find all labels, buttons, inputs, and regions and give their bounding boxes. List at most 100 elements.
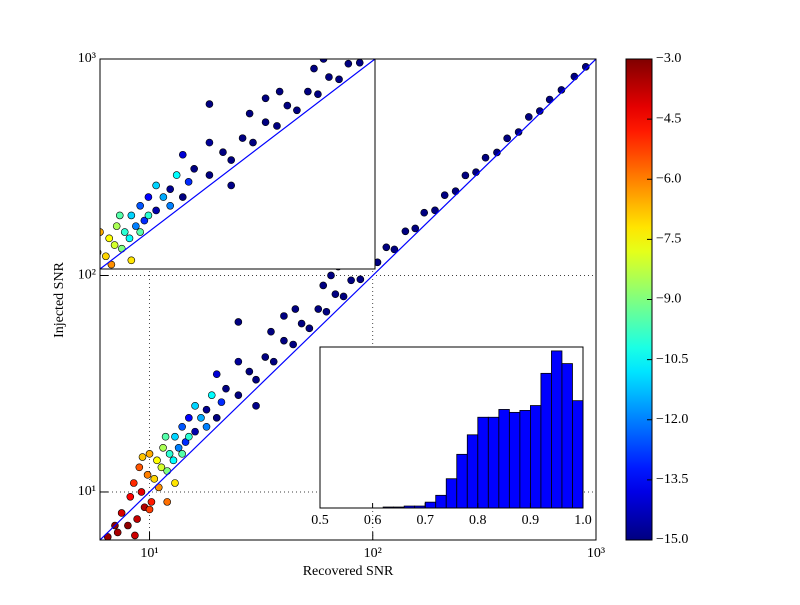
point — [191, 427, 199, 436]
hist-bar — [487, 416, 500, 509]
point — [305, 324, 314, 333]
point — [137, 488, 146, 496]
point — [136, 228, 144, 236]
hist-bar — [572, 400, 584, 509]
point — [319, 281, 328, 290]
point — [411, 224, 420, 233]
point — [154, 483, 163, 492]
point — [481, 153, 490, 162]
point — [190, 165, 198, 173]
hist-bar — [435, 494, 447, 509]
point — [570, 72, 579, 81]
diagonal-line — [100, 59, 596, 540]
point — [356, 275, 365, 284]
point — [147, 498, 156, 506]
point — [269, 357, 278, 366]
point — [133, 515, 141, 523]
point — [503, 134, 511, 143]
point — [335, 75, 343, 84]
point — [355, 59, 364, 67]
axes-frame — [319, 346, 584, 509]
point — [120, 228, 129, 236]
colorbar-tick-label: −4.5 — [656, 111, 681, 126]
point — [129, 479, 138, 487]
point — [365, 45, 372, 52]
hist-bar — [519, 410, 531, 509]
point — [191, 402, 199, 410]
point — [70, 298, 77, 305]
point — [100, 228, 104, 236]
hist-bar — [530, 405, 542, 509]
point — [245, 109, 254, 118]
colorbar-tick-label: −9.0 — [656, 292, 681, 307]
point — [261, 94, 270, 103]
point — [283, 101, 292, 110]
point — [202, 405, 211, 414]
point — [234, 318, 243, 326]
x-tick-label: 0.6 — [364, 513, 382, 528]
point — [171, 479, 179, 487]
point — [304, 87, 312, 96]
y-tick-label: 10² — [78, 268, 96, 283]
point — [327, 271, 335, 280]
point — [152, 181, 160, 190]
point — [217, 398, 226, 406]
point — [78, 308, 85, 315]
point — [535, 107, 544, 115]
y-axis-label: Injected SNR — [52, 261, 67, 337]
points — [103, 63, 590, 540]
point — [145, 505, 154, 514]
point — [261, 118, 270, 127]
hist-bar — [445, 478, 458, 509]
colorbar-tick-label: −6.0 — [656, 171, 681, 186]
colorbar-tick-label: −3.0 — [656, 51, 681, 66]
x-tick-label: 10² — [364, 546, 382, 561]
point — [325, 73, 333, 81]
point — [157, 463, 166, 472]
point — [424, 10, 431, 17]
point — [124, 521, 132, 530]
point — [435, 0, 442, 2]
x-tick-label: 0.7 — [416, 513, 434, 528]
hist-bar — [551, 350, 563, 509]
point — [401, 227, 410, 236]
x-tick-label: 10³ — [587, 546, 605, 561]
point — [252, 375, 260, 384]
points — [70, 0, 442, 315]
point — [127, 211, 136, 220]
point — [144, 193, 153, 201]
colorbar-tick-label: −12.0 — [656, 412, 688, 427]
point — [84, 242, 91, 249]
point — [219, 148, 227, 156]
colorbar-tick-label: −10.5 — [656, 352, 688, 367]
point — [273, 122, 281, 130]
colorbar-tick-label: −15.0 — [656, 532, 688, 547]
point — [390, 245, 399, 254]
point — [169, 456, 178, 465]
point — [115, 211, 124, 220]
point — [451, 187, 460, 196]
point — [205, 138, 214, 147]
point — [145, 450, 154, 458]
x-tick-label: 0.5 — [311, 513, 329, 528]
point — [212, 414, 221, 422]
point — [135, 463, 144, 472]
point — [165, 450, 174, 458]
point — [280, 312, 288, 320]
point — [110, 241, 119, 249]
point — [184, 178, 193, 186]
x-tick-label: 0.9 — [522, 513, 540, 528]
point — [112, 222, 121, 230]
colorbar-tick-label: −7.5 — [656, 232, 681, 247]
colorbar-tick-label: −13.5 — [656, 472, 688, 487]
y-tick-label: 10¹ — [78, 484, 96, 499]
point — [412, 13, 419, 20]
point — [161, 432, 170, 441]
y-tick-label: 10³ — [78, 51, 96, 66]
point — [297, 319, 306, 328]
point — [166, 201, 174, 210]
point — [153, 456, 161, 465]
point — [524, 113, 533, 121]
axes-frame — [99, 58, 376, 270]
